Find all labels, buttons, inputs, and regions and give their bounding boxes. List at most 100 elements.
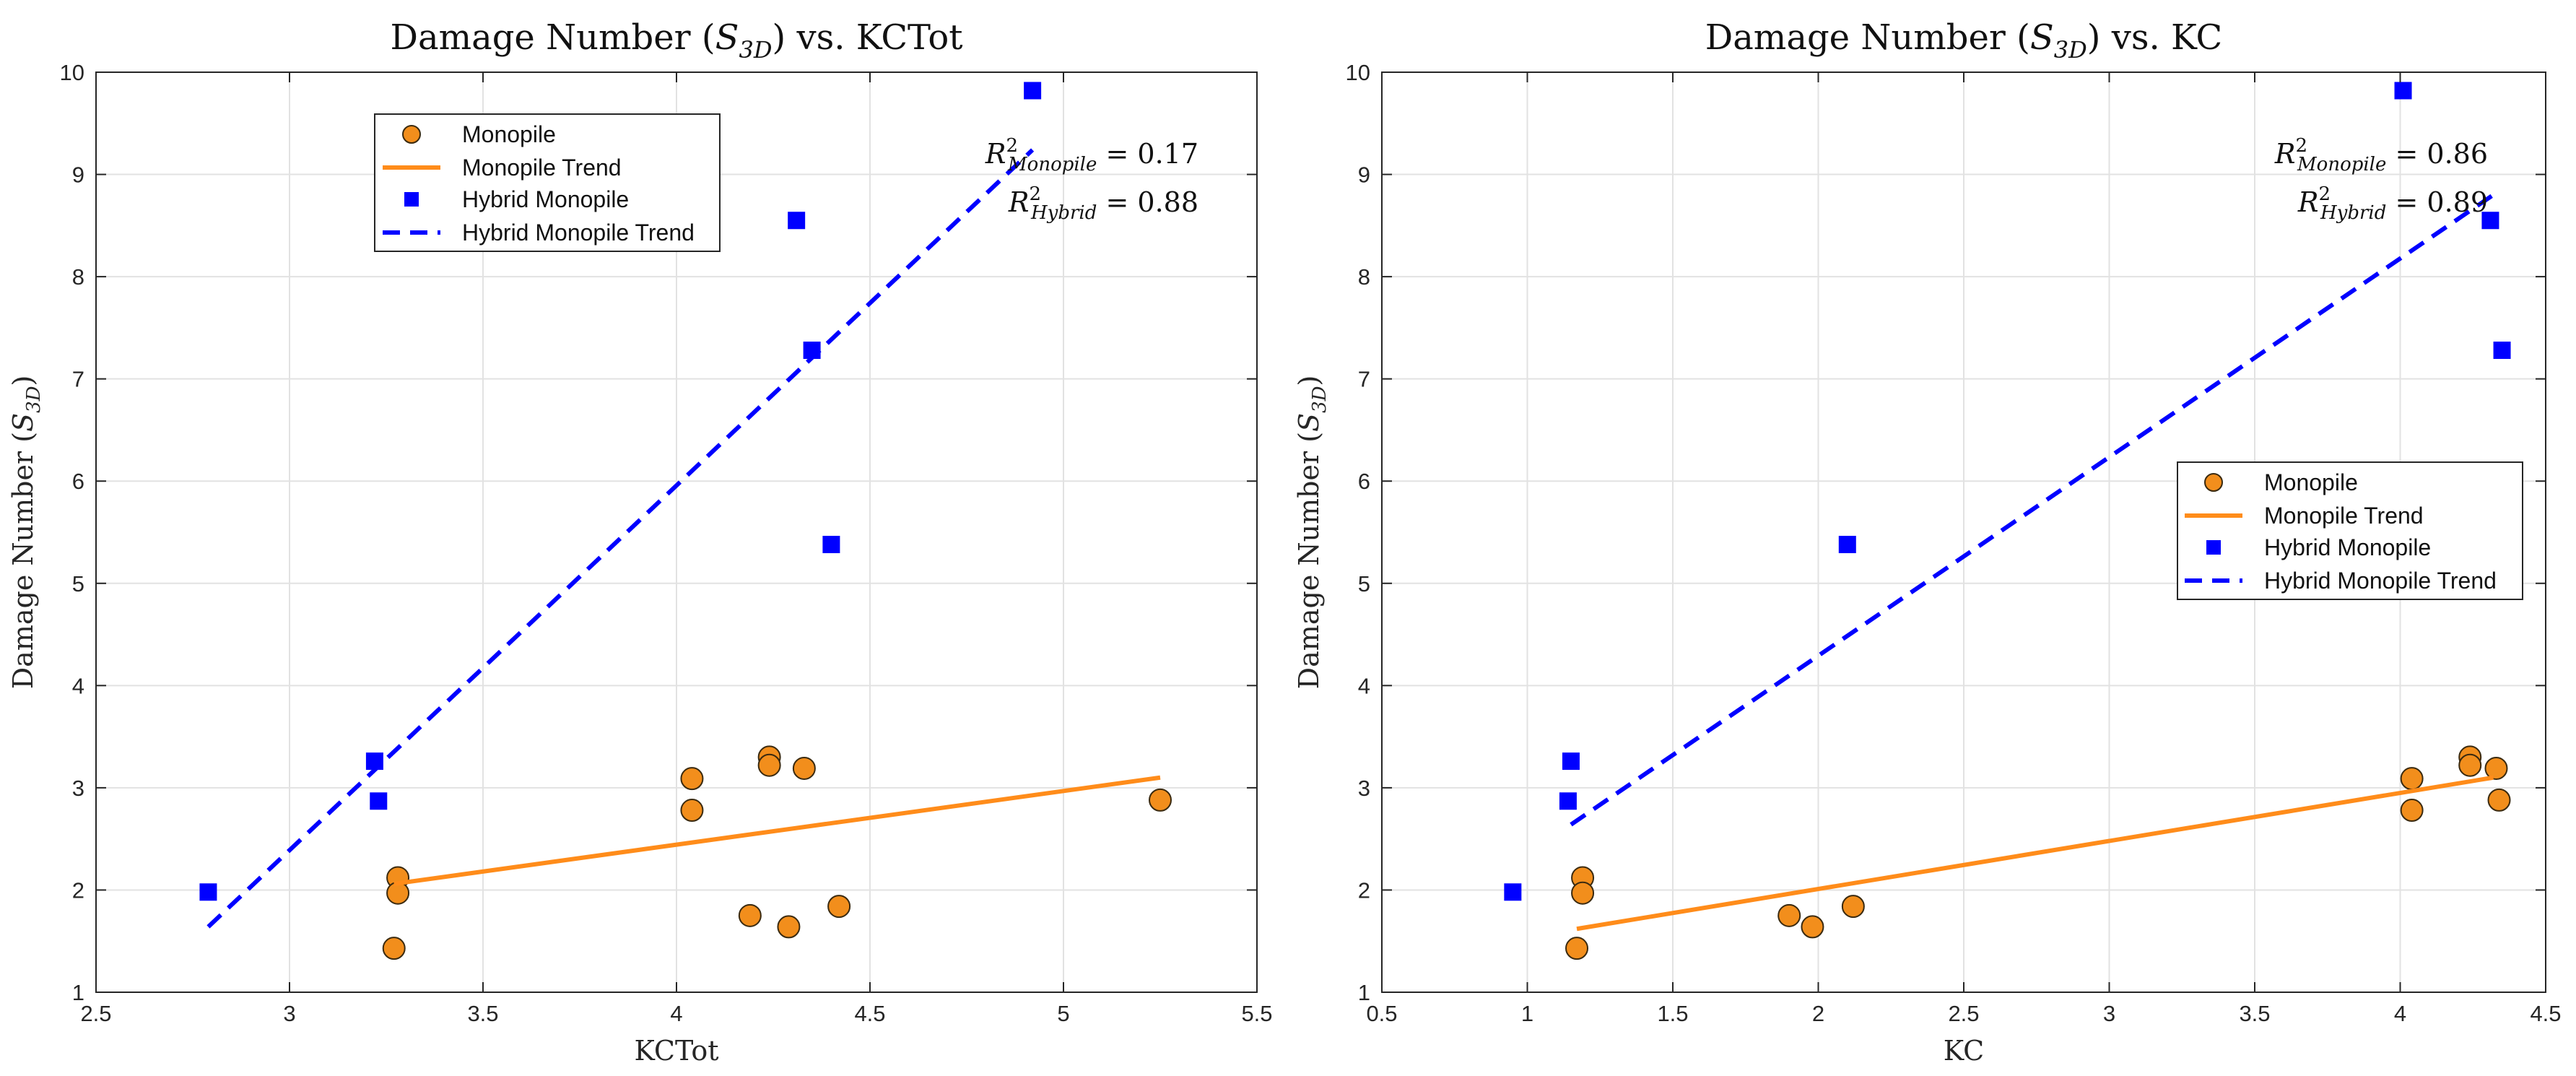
monopile-point	[680, 799, 704, 823]
legend: Monopile Monopile Trend Hybrid Monopile Hyb…	[374, 113, 721, 252]
y-tick-label: 9	[1358, 162, 1370, 188]
monopile-point	[2400, 767, 2424, 791]
y-tick-label: 1	[1358, 980, 1370, 1005]
series-monopile	[1565, 745, 2511, 960]
ylabel-suffix: )	[1293, 376, 1325, 386]
annotation-value: = 0.86	[2386, 138, 2488, 170]
y-tick-label: 1	[72, 980, 84, 1005]
ylabel-prefix: Damage Number (	[7, 432, 39, 689]
monopile-point	[1777, 903, 1801, 927]
x-tick-label: 2.5	[80, 1001, 111, 1026]
y-tick-label: 7	[72, 367, 84, 392]
annotation-subscript: Hybrid	[1030, 202, 1097, 224]
monopile-point	[1565, 937, 1589, 960]
legend-swatch-square	[404, 192, 419, 207]
x-tick-label: 2.5	[1948, 1001, 1979, 1026]
monopile-point	[792, 756, 816, 780]
r-squared-annotation: R2 Monopile = 0.17	[985, 135, 1198, 175]
monopile-point	[2458, 753, 2482, 777]
x-tick-label: 3	[283, 1001, 295, 1026]
legend-swatch-circle	[2204, 473, 2223, 492]
y-axis-label: Damage Number (S3D)	[1293, 376, 1331, 690]
hybrid-monopile-point	[199, 883, 217, 901]
legend-label: Monopile Trend	[462, 155, 622, 181]
y-tick-label: 7	[1358, 367, 1370, 392]
x-tick-label: 5.5	[1241, 1001, 1272, 1026]
hybrid-monopile-point	[2481, 212, 2499, 230]
monopile-point	[738, 903, 762, 927]
ylabel-symbol: S	[7, 413, 39, 432]
monopile-point	[2487, 788, 2511, 812]
y-tick-label: 6	[72, 469, 84, 494]
title-prefix: Damage Number (	[390, 17, 715, 58]
y-tick-label: 2	[1358, 877, 1370, 903]
monopile-point	[827, 895, 851, 919]
x-tick-label: 4	[670, 1001, 682, 1026]
r-squared-annotation: R2 Monopile = 0.86	[2274, 135, 2488, 175]
x-tick-label: 1	[1521, 1001, 1533, 1026]
x-tick-label: 3	[2103, 1001, 2115, 1026]
annotation-superscript: 2	[1006, 135, 1019, 157]
x-tick-label: 0.5	[1366, 1001, 1397, 1026]
ylabel-suffix: )	[7, 376, 39, 386]
legend-swatch-circle	[402, 125, 421, 144]
y-tick-label: 10	[1346, 60, 1370, 85]
annotation-value: = 0.88	[1097, 186, 1198, 218]
chart-1: 2.5 3 3.5 4 4.5 5 5.5 1 2 3 4 5 6 7 8 9 10 Damage Number …	[7, 17, 1273, 1067]
legend-label: Hybrid Monopile	[462, 186, 629, 212]
y-tick-label: 3	[72, 776, 84, 801]
annotation-symbol: R	[1008, 186, 1030, 218]
series-monopile-trend	[393, 775, 1161, 886]
y-tick-label: 3	[1358, 776, 1370, 801]
y-tick-labels: 1 2 3 4 5 6 7 8 9 10	[60, 60, 84, 1005]
title-symbol: S	[2030, 17, 2054, 58]
monopile-point	[1801, 915, 1824, 939]
monopile-trend-line	[393, 775, 1161, 886]
monopile-point	[1149, 788, 1172, 812]
series-hybrid-monopile	[199, 82, 1042, 901]
hybrid-monopile-point	[370, 792, 388, 810]
ylabel-subscript: 3D	[23, 386, 45, 413]
y-tick-label: 5	[1358, 571, 1370, 596]
grid	[96, 72, 1257, 992]
annotation-superscript: 2	[2296, 135, 2308, 157]
y-tick-label: 10	[60, 60, 84, 85]
ylabel-subscript: 3D	[1309, 386, 1331, 413]
x-tick-label: 2	[1812, 1001, 1824, 1026]
monopile-point	[777, 915, 801, 939]
hybrid-monopile-point	[1562, 752, 1580, 771]
x-tick-label: 4.5	[854, 1001, 885, 1026]
r-squared-annotation: R2 Hybrid = 0.88	[1008, 183, 1198, 224]
x-tick-label: 3.5	[2239, 1001, 2270, 1026]
x-axis-label: KCTot	[635, 1035, 719, 1067]
hybrid-monopile-point	[1838, 535, 1856, 553]
title-subscript: 3D	[2054, 36, 2087, 64]
legend-label: Monopile	[462, 121, 556, 147]
x-tick-label: 1.5	[1657, 1001, 1688, 1026]
series-hybrid-monopile-trend	[206, 148, 1035, 929]
title-suffix: ) vs. KCTot	[773, 17, 963, 58]
annotation-symbol: R	[985, 138, 1006, 170]
legend-label: Hybrid Monopile Trend	[2264, 568, 2497, 594]
y-tick-label: 8	[72, 264, 84, 290]
annotation-symbol: R	[2297, 186, 2319, 218]
x-tick-labels: 2.5 3 3.5 4 4.5 5 5.5	[80, 1001, 1272, 1026]
chart-title: Damage Number (S3D) vs. KC	[1705, 17, 2223, 64]
legend-label: Hybrid Monopile	[2264, 534, 2431, 560]
series-monopile-trend	[1576, 775, 2494, 932]
hybrid-trend-line	[206, 148, 1035, 929]
monopile-point	[1841, 895, 1865, 919]
x-tick-label: 3.5	[467, 1001, 498, 1026]
series-hybrid-monopile-trend	[1570, 193, 2495, 827]
monopile-point	[2400, 799, 2424, 823]
annotation-superscript: 2	[1029, 183, 1041, 205]
y-tick-label: 9	[72, 162, 84, 188]
annotation-symbol: R	[2274, 138, 2296, 170]
annotation-subscript: Monopile	[2297, 154, 2386, 175]
hybrid-monopile-point	[2493, 342, 2511, 360]
annotation-subscript: Hybrid	[2320, 202, 2386, 224]
y-tick-label: 8	[1358, 264, 1370, 290]
title-subscript: 3D	[739, 36, 772, 64]
